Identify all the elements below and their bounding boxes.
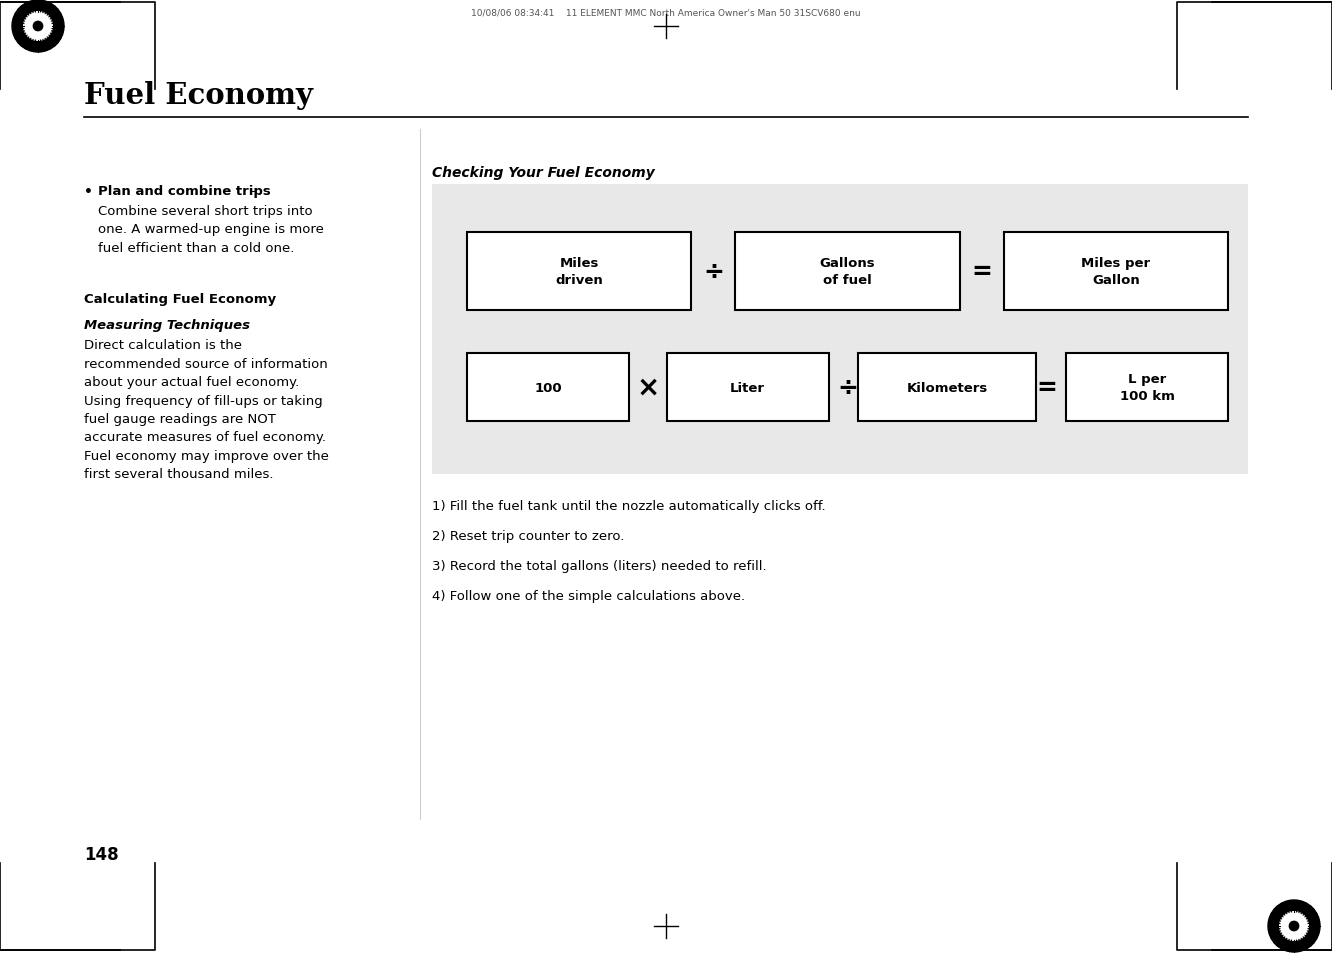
Text: Miles per
Gallon: Miles per Gallon (1082, 256, 1151, 287)
Text: 4) Follow one of the simple calculations above.: 4) Follow one of the simple calculations… (432, 589, 745, 602)
Circle shape (1289, 922, 1299, 931)
Text: 2) Reset trip counter to zero.: 2) Reset trip counter to zero. (432, 530, 625, 542)
Text: •: • (84, 185, 93, 199)
Text: Plan and combine trips: Plan and combine trips (99, 185, 270, 198)
Text: =: = (971, 260, 992, 284)
Bar (735, 233, 959, 311)
Circle shape (33, 22, 43, 31)
Text: Checking Your Fuel Economy: Checking Your Fuel Economy (432, 166, 655, 180)
Text: Calculating Fuel Economy: Calculating Fuel Economy (84, 293, 276, 306)
Text: Measuring Techniques: Measuring Techniques (84, 318, 250, 332)
Text: =: = (1036, 375, 1058, 399)
Text: Fuel Economy: Fuel Economy (84, 81, 313, 110)
Text: Miles
driven: Miles driven (555, 256, 603, 287)
Text: Gallons
of fuel: Gallons of fuel (819, 256, 875, 287)
Text: Kilometers: Kilometers (907, 381, 988, 395)
Circle shape (1280, 912, 1308, 941)
Bar (1066, 354, 1228, 421)
Text: L per
100 km: L per 100 km (1120, 373, 1175, 402)
Bar (858, 354, 1036, 421)
Circle shape (1268, 900, 1320, 952)
Text: ÷: ÷ (703, 260, 723, 284)
Text: –: – (246, 185, 257, 198)
Text: 148: 148 (84, 845, 119, 863)
Text: Liter: Liter (730, 381, 765, 395)
Text: ×: × (637, 374, 659, 401)
Text: Combine several short trips into
one. A warmed-up engine is more
fuel efficient : Combine several short trips into one. A … (99, 205, 324, 254)
Circle shape (12, 1, 64, 53)
Bar (468, 233, 691, 311)
Text: 3) Record the total gallons (liters) needed to refill.: 3) Record the total gallons (liters) nee… (432, 559, 767, 573)
Bar (468, 354, 629, 421)
Text: ÷: ÷ (836, 375, 858, 399)
Circle shape (24, 12, 52, 41)
Bar (432, 185, 1248, 475)
Text: 10/08/06 08:34:41    11 ELEMENT MMC North America Owner's Man 50 31SCV680 enu: 10/08/06 08:34:41 11 ELEMENT MMC North A… (472, 8, 860, 17)
Text: 1) Fill the fuel tank until the nozzle automatically clicks off.: 1) Fill the fuel tank until the nozzle a… (432, 499, 826, 513)
Text: Direct calculation is the
recommended source of information
about your actual fu: Direct calculation is the recommended so… (84, 338, 329, 481)
Bar (667, 354, 829, 421)
Text: 100: 100 (534, 381, 562, 395)
Bar (1004, 233, 1228, 311)
